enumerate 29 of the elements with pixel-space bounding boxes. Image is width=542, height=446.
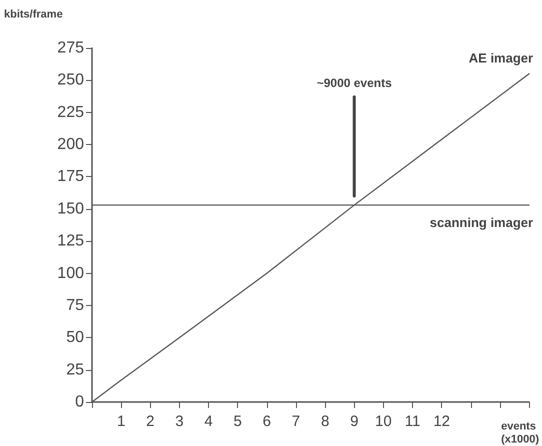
x-tick-label: 4	[204, 413, 213, 430]
y-tick-label: 200	[57, 136, 84, 154]
series-label: AE imager	[468, 50, 534, 66]
x-tick-label: 1	[116, 413, 126, 430]
x-tick-label: 6	[262, 413, 272, 430]
y-tick-label: 50	[66, 329, 84, 346]
y-tick-label: 100	[57, 264, 84, 282]
y-tick-label: 250	[57, 72, 84, 89]
x-tick-label: 10	[375, 413, 392, 430]
x-tick-label: 2	[146, 413, 154, 430]
x-tick-label: 11	[404, 413, 420, 430]
x-tick-label: 12	[433, 413, 450, 430]
y-tick-label: 25	[66, 361, 84, 378]
y-tick-label: 150	[57, 200, 84, 218]
y-tick-label: 275	[57, 40, 84, 56]
y-tick-label: 175	[57, 168, 84, 186]
y-tick-label: 225	[57, 104, 84, 121]
x-tick-label: 5	[234, 413, 242, 430]
x-tick-label: 7	[292, 413, 300, 430]
x-tick-label: 9	[350, 413, 358, 430]
series-label: scanning imager	[430, 215, 534, 230]
y-axis-title: kbits/frame	[4, 8, 63, 20]
x-axis-title: events (x1000)	[501, 420, 540, 446]
x-tick-label: 3	[175, 413, 184, 430]
y-tick-label: 75	[66, 296, 84, 314]
y-tick-label: 0	[75, 394, 84, 410]
y-tick-label: 125	[57, 232, 84, 250]
annotation: ~9000 events	[316, 76, 392, 90]
x-tick-label: 8	[320, 413, 330, 430]
